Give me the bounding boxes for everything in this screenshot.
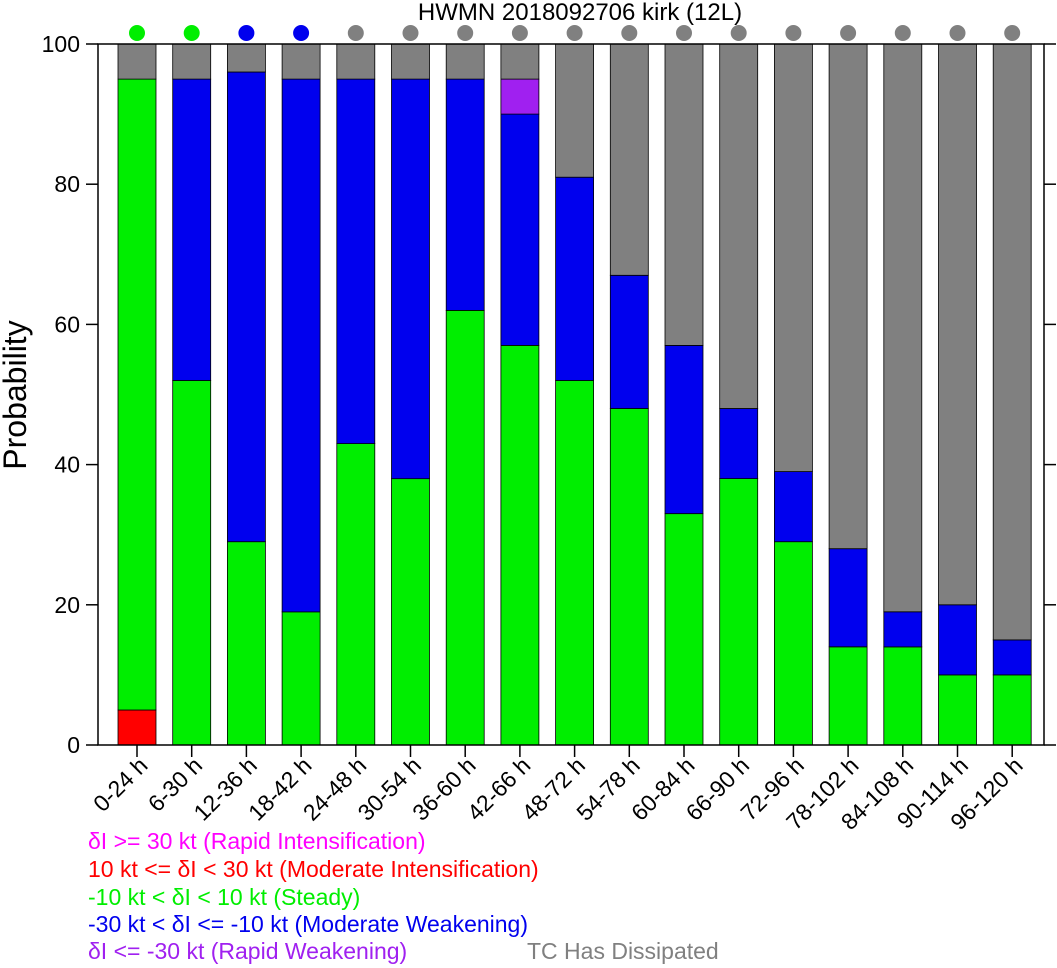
bar-segment-10-s3 (664, 344, 704, 514)
bars-layer (117, 43, 1032, 746)
x-tick-label-0: 0-24 h (88, 752, 153, 817)
bar-segment-4-s5 (336, 43, 376, 80)
category-dot-13 (840, 25, 857, 41)
legend-rapid-intensification: δI >= 30 kt (Rapid Intensification) (88, 828, 426, 854)
bar-segment-13-s5 (828, 43, 868, 550)
legend-rapid-weakening: δI <= -30 kt (Rapid Weakening) (88, 938, 408, 964)
category-dot-9 (621, 25, 638, 41)
bar-segment-14-s5 (883, 43, 923, 613)
bar-segment-8-s3 (555, 176, 594, 381)
y-tick-label-0: 0 (67, 732, 80, 758)
bar-segment-11-s3 (719, 408, 759, 479)
bar-segment-13-s2 (828, 646, 868, 746)
chart-title: HWMN 2018092706 kirk (12L) (418, 0, 742, 26)
bar-segment-3-s5 (281, 43, 321, 80)
y-ticks-layer: 0 20 40 60 80 100 (42, 31, 1056, 758)
bar-segment-11-s5 (719, 43, 759, 409)
category-dot-5 (402, 25, 419, 41)
bar-segment-5-s2 (391, 478, 430, 746)
bar-segment-10-s2 (664, 513, 704, 746)
category-dot-3 (293, 25, 310, 41)
bar-segment-14-s3 (883, 611, 923, 648)
bar-segment-15-s5 (938, 43, 977, 606)
category-dot-10 (676, 25, 692, 41)
bar-segment-15-s3 (938, 604, 977, 676)
category-dot-7 (511, 25, 528, 41)
bar-segment-7-s5 (500, 43, 540, 80)
y-tick-label-3: 60 (54, 311, 80, 337)
bar-segment-16-s5 (992, 43, 1032, 641)
legend-moderate-weakening: -30 kt < δI <= -10 kt (Moderate Weakenin… (88, 911, 529, 937)
bar-segment-16-s2 (992, 674, 1032, 746)
category-dot-14 (894, 25, 911, 41)
bar-segment-0-s2 (117, 78, 157, 711)
y-tick-label-5: 100 (42, 31, 80, 57)
bar-segment-5-s5 (391, 43, 430, 80)
bar-segment-0-s1 (117, 709, 157, 746)
category-dot-15 (949, 25, 966, 41)
bar-segment-16-s3 (992, 639, 1032, 676)
bar-segment-4-s2 (336, 443, 376, 746)
y-tick-label-1: 20 (54, 592, 80, 618)
bar-segment-3-s3 (281, 78, 321, 613)
bar-segment-7-s4 (500, 78, 540, 115)
bar-segment-0-s5 (117, 43, 157, 80)
category-dot-16 (1004, 25, 1021, 41)
y-tick-label-4: 80 (54, 171, 80, 197)
bar-segment-9-s5 (609, 43, 649, 276)
category-dot-2 (238, 25, 255, 41)
category-dot-6 (457, 25, 474, 41)
bar-segment-3-s2 (281, 611, 321, 746)
category-dots-layer (129, 25, 1021, 41)
legend-moderate-intensification: 10 kt <= δI < 30 kt (Moderate Intensific… (88, 856, 539, 882)
y-axis-label: Probability (0, 320, 33, 469)
category-dot-0 (129, 25, 145, 41)
legend-dissipated: TC Has Dissipated (527, 938, 719, 964)
category-dot-11 (730, 25, 747, 41)
bar-segment-2-s2 (226, 541, 266, 746)
bar-segment-12-s5 (774, 43, 813, 473)
bar-segment-6-s5 (445, 43, 485, 80)
bar-segment-11-s2 (719, 478, 759, 746)
bar-segment-1-s3 (172, 78, 212, 381)
bar-segment-8-s5 (555, 43, 594, 178)
category-dot-8 (566, 25, 583, 41)
x-tick-labels-layer: 0-24 h6-30 h12-36 h18-42 h24-48 h30-54 h… (88, 745, 1028, 835)
bar-segment-9-s3 (609, 274, 649, 409)
category-dot-1 (183, 25, 200, 41)
plot-frame (97, 43, 1045, 746)
category-dot-12 (785, 25, 802, 41)
bar-segment-10-s5 (664, 43, 704, 346)
bar-segment-12-s3 (774, 471, 813, 543)
bar-segment-14-s2 (883, 646, 923, 746)
legend-steady: -10 kt < δI < 10 kt (Steady) (88, 884, 361, 910)
bar-segment-2-s5 (226, 43, 266, 73)
bar-segment-2-s3 (226, 71, 266, 543)
bar-segment-12-s2 (774, 541, 813, 746)
bar-segment-5-s3 (391, 78, 430, 480)
category-dot-4 (347, 25, 364, 41)
bar-segment-6-s2 (445, 309, 485, 746)
bar-segment-8-s2 (555, 380, 594, 746)
bar-segment-1-s2 (172, 380, 212, 746)
bar-segment-13-s3 (828, 548, 868, 648)
bar-segment-7-s3 (500, 113, 540, 346)
bar-segment-15-s2 (938, 674, 977, 746)
bar-segment-1-s5 (172, 43, 212, 80)
bar-segment-7-s2 (500, 344, 540, 746)
bar-segment-9-s2 (609, 408, 649, 746)
y-tick-label-2: 40 (54, 452, 80, 478)
bar-segment-4-s3 (336, 78, 376, 444)
bar-segment-6-s3 (445, 78, 485, 311)
